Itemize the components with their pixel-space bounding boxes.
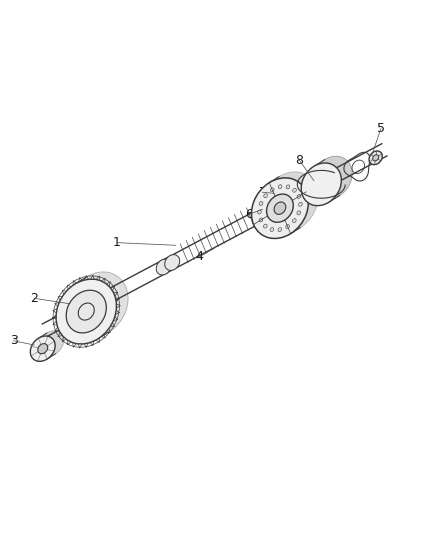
Text: 5: 5 [377, 122, 385, 135]
Text: 8: 8 [296, 154, 304, 167]
Ellipse shape [267, 194, 293, 222]
Ellipse shape [30, 336, 55, 361]
Ellipse shape [297, 211, 300, 215]
Ellipse shape [270, 188, 274, 192]
Ellipse shape [165, 255, 180, 270]
Ellipse shape [278, 185, 282, 189]
Ellipse shape [258, 210, 261, 214]
Ellipse shape [264, 224, 267, 228]
Ellipse shape [369, 151, 382, 165]
Ellipse shape [156, 259, 171, 275]
Ellipse shape [68, 272, 128, 337]
Text: 6: 6 [245, 208, 253, 221]
Ellipse shape [274, 202, 286, 214]
Ellipse shape [286, 224, 290, 229]
Ellipse shape [286, 185, 290, 189]
Ellipse shape [38, 344, 48, 354]
Ellipse shape [297, 195, 301, 198]
Ellipse shape [39, 331, 64, 356]
Text: 1: 1 [113, 236, 120, 249]
Ellipse shape [259, 218, 263, 222]
Ellipse shape [264, 193, 268, 198]
Text: 3: 3 [10, 334, 18, 347]
Ellipse shape [56, 279, 117, 344]
Text: 4: 4 [195, 251, 203, 263]
Ellipse shape [373, 155, 379, 161]
Ellipse shape [270, 228, 274, 231]
Ellipse shape [293, 219, 296, 223]
Text: 7: 7 [258, 186, 266, 199]
Ellipse shape [278, 228, 282, 232]
Ellipse shape [261, 172, 318, 232]
Text: 2: 2 [30, 292, 38, 305]
Ellipse shape [293, 188, 297, 192]
Ellipse shape [312, 156, 352, 199]
Ellipse shape [66, 290, 106, 333]
Ellipse shape [299, 203, 302, 206]
Ellipse shape [301, 163, 341, 206]
Ellipse shape [251, 178, 308, 238]
Ellipse shape [259, 201, 263, 206]
